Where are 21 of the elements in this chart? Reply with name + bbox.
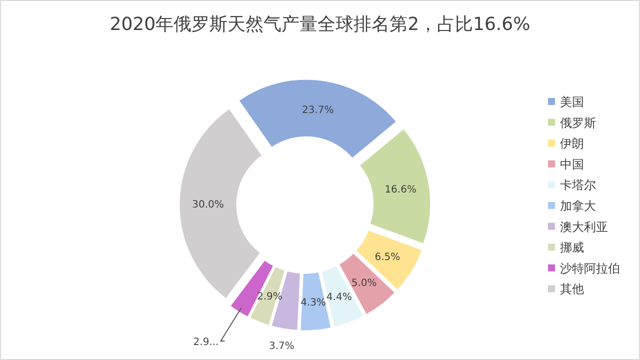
legend-label: 挪威: [560, 240, 584, 255]
chart-title: 2020年俄罗斯天然气产量全球排名第2，占比16.6%: [110, 14, 530, 35]
data-label: 6.5%: [374, 252, 400, 264]
data-label: 4.4%: [326, 292, 352, 303]
legend-label: 俄罗斯: [560, 116, 596, 130]
data-label: 23.7%: [302, 104, 334, 116]
legend-label: 其他: [560, 282, 584, 296]
legend-label: 中国: [560, 157, 584, 172]
legend-label: 美国: [560, 95, 584, 109]
data-label: 30.0%: [192, 199, 224, 210]
legend-label: 加拿大: [560, 199, 596, 213]
legend-label: 沙特阿拉伯: [560, 261, 620, 276]
data-label: 4.3%: [300, 298, 326, 309]
data-label: 16.6%: [384, 184, 416, 196]
data-label: 5.0%: [351, 278, 377, 289]
data-label: 2.9%: [257, 291, 282, 302]
legend-label: 澳大利亚: [560, 220, 608, 234]
data-label: 3.7%: [268, 341, 294, 352]
legend-label: 伊朗: [560, 136, 584, 151]
data-label: 2.9...: [193, 337, 219, 348]
legend-label: 卡塔尔: [560, 178, 596, 192]
